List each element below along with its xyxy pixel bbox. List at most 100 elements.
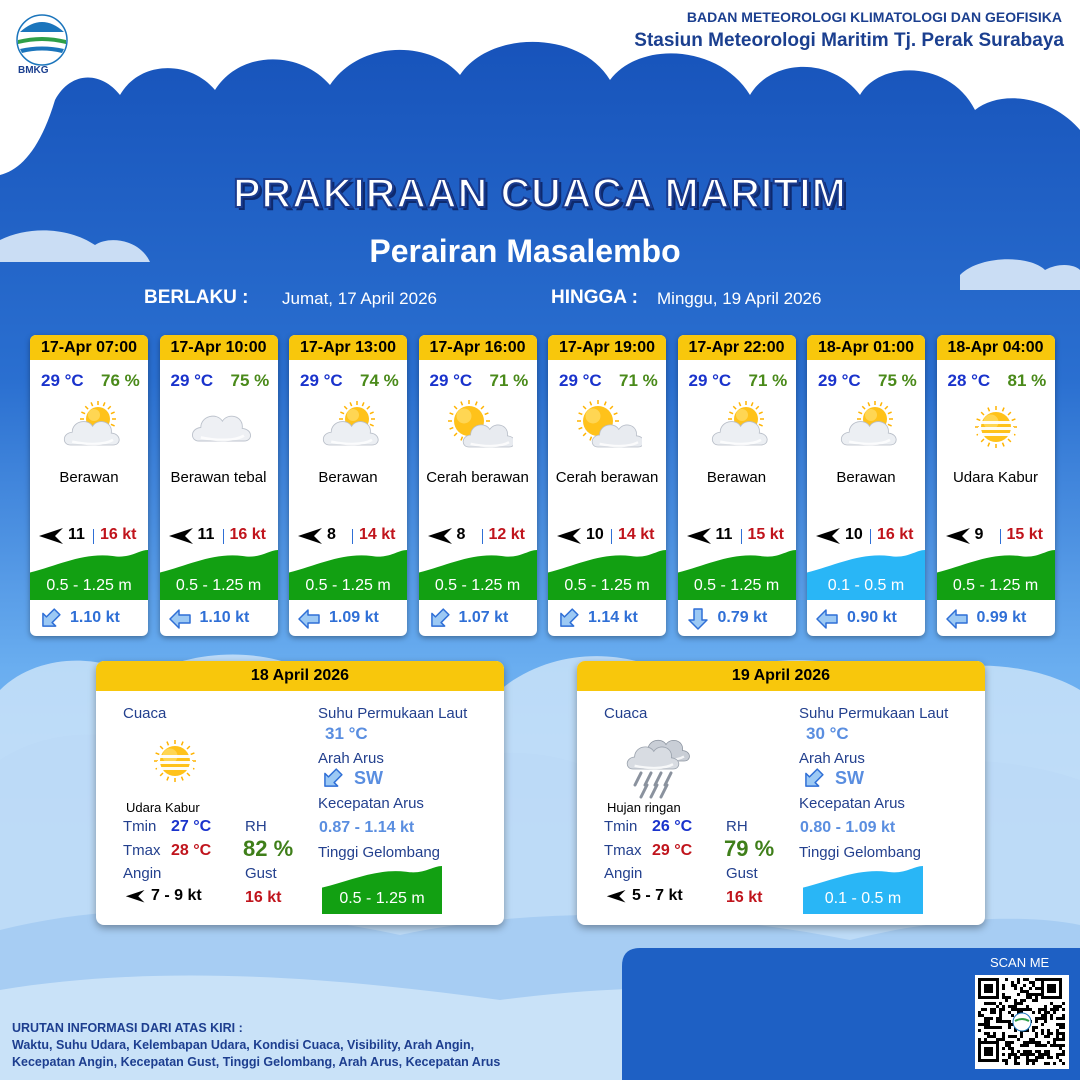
wave-band: [677, 550, 796, 600]
icon-part: [996, 1020, 999, 1023]
icon-part: [1029, 1008, 1032, 1011]
icon-part: [1011, 984, 1014, 987]
current-speed: 0.79 kt: [717, 609, 768, 626]
icon-part: [1041, 1008, 1044, 1011]
icon-part: [1038, 1050, 1041, 1053]
icon-part: [977, 421, 1014, 424]
icon-part: [1059, 1005, 1062, 1008]
divider: [870, 529, 871, 544]
icon-part: [999, 1017, 1002, 1020]
current-arrow: [168, 609, 191, 629]
weather-icon: [322, 401, 379, 446]
icon-part: [1026, 993, 1029, 996]
wave-height: 0.5 - 1.25 m: [175, 577, 262, 594]
weather-icon: [447, 400, 513, 448]
wave-height: 0.5 - 1.25 m: [952, 577, 1039, 594]
temperature: 29 °C: [300, 371, 343, 390]
icon-part: [978, 1038, 981, 1041]
icon-part: [469, 441, 510, 448]
icon-part: [990, 1011, 993, 1014]
icon-part: [589, 436, 593, 441]
icon-part: [606, 890, 626, 903]
icon-part: [322, 866, 442, 914]
temperature: 29 °C: [170, 371, 214, 390]
cloud: [0, 230, 150, 262]
icon-part: [1059, 1017, 1062, 1020]
icon-part: [157, 755, 193, 758]
current-arrow: [42, 608, 61, 627]
icon-part: [1026, 1044, 1029, 1047]
icon-part: [1062, 1050, 1065, 1053]
icon-part: [1005, 1059, 1008, 1062]
icon-part: [560, 608, 579, 627]
icon-part: [977, 433, 1014, 436]
icon-part: [1044, 1017, 1047, 1020]
current-speed: 1.07 kt: [458, 609, 509, 626]
weather-icon: [711, 401, 768, 446]
forecast-card: 17-Apr 13:00 29 °C 74 % Berawan 8 14 kt 0.5 - …: [289, 335, 407, 636]
icon-part: [159, 745, 164, 750]
icon-part: [945, 528, 970, 544]
icon-part: [1002, 1005, 1005, 1008]
icon-part: [1035, 987, 1038, 990]
icon-part: [606, 890, 626, 903]
qr-code[interactable]: [975, 975, 1069, 1069]
icon-part: [613, 412, 618, 416]
label: Arah Arus: [799, 750, 865, 767]
icon-part: [945, 609, 968, 629]
gust: 14 kt: [359, 526, 396, 543]
icon-part: [1002, 1059, 1005, 1062]
wind-speed: 10: [845, 526, 863, 543]
icon-part: [1062, 1062, 1065, 1065]
icon-part: [1059, 1026, 1062, 1029]
icon-part: [1059, 1059, 1062, 1062]
weather: Udara Kabur: [952, 469, 1039, 486]
subtitle: Perairan Masalembo: [369, 233, 681, 269]
date: 18 April 2026: [96, 661, 504, 691]
tmax: 28 °C: [171, 842, 212, 859]
icon-part: [110, 411, 115, 415]
icon-part: [603, 401, 607, 406]
wave-band: [548, 550, 666, 600]
icon-part: [1062, 1002, 1065, 1005]
title: PRAKIRAAN CUACA MARITIM: [232, 169, 847, 217]
icon-part: [1050, 1014, 1053, 1017]
icon-part: [981, 1014, 984, 1017]
icon-part: [548, 550, 666, 600]
divider: [611, 529, 612, 544]
icon-part: [1056, 1008, 1059, 1011]
icon-part: [1035, 1041, 1038, 1044]
icon-part: [324, 768, 343, 787]
icon-part: [369, 423, 374, 427]
forecast-card: 17-Apr 07:00 29 °C 76 % Berawan 11 16 kt 0.5 -…: [30, 335, 148, 636]
icon-part: [459, 436, 463, 441]
icon-part: [1038, 1056, 1041, 1059]
icon-part: [1053, 1011, 1056, 1014]
weather-icon: [191, 415, 251, 442]
icon-part: [349, 402, 353, 407]
icon-part: [1032, 999, 1035, 1002]
icon-part: [1023, 1053, 1026, 1056]
icon-part: [1017, 1002, 1020, 1005]
label: Arah Arus: [318, 750, 384, 767]
icon-part: [1050, 1032, 1053, 1035]
icon-part: [1047, 1056, 1050, 1059]
icon-part: [582, 432, 587, 437]
icon-part: [430, 608, 450, 627]
icon-part: [1032, 1062, 1035, 1065]
current-speed: 0.99 kt: [976, 609, 1027, 626]
icon-part: [1038, 1041, 1041, 1044]
icon-part: [582, 405, 587, 410]
icon-part: [1041, 1017, 1044, 1020]
gust: 16 kt: [229, 526, 266, 543]
icon-part: [340, 411, 345, 415]
icon-part: [180, 741, 184, 746]
icon-part: [1002, 1008, 1005, 1011]
icon-part: [978, 1011, 981, 1014]
icon-part: [626, 746, 680, 770]
icon-part: [1044, 1044, 1047, 1047]
icon-part: [448, 426, 454, 430]
forecast-card: 17-Apr 19:00 29 °C 71 % Cerah berawan 10 14 k…: [548, 335, 666, 636]
icon-part: [298, 528, 322, 544]
icon-part: [1011, 1008, 1014, 1011]
